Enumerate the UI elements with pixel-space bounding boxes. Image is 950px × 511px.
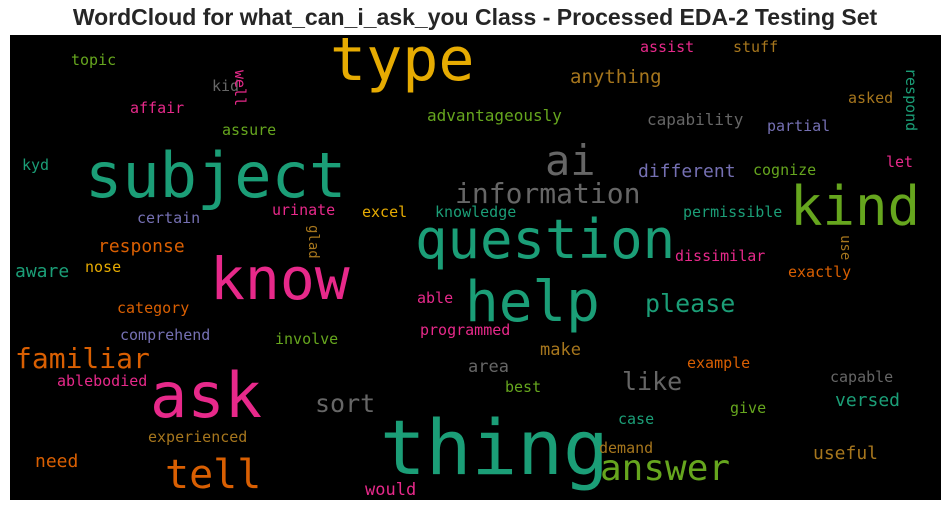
word-answer: answer <box>600 448 731 489</box>
word-topic: topic <box>71 51 117 69</box>
word-different: different <box>638 161 736 182</box>
word-exactly: exactly <box>788 263 852 281</box>
word-demand: demand <box>599 439 654 457</box>
word-help: help <box>465 270 600 335</box>
word-affair: affair <box>130 99 185 117</box>
word-cognize: cognize <box>753 161 817 179</box>
word-know: know <box>210 245 350 313</box>
word-question: question <box>415 208 676 271</box>
word-permissible: permissible <box>683 203 783 221</box>
word-use: use <box>837 235 853 261</box>
word-capable: capable <box>830 368 894 386</box>
word-familiar: familiar <box>15 342 150 375</box>
word-able: able <box>417 289 454 307</box>
word-programmed: programmed <box>420 321 511 339</box>
word-kyd: kyd <box>22 156 50 174</box>
word-best: best <box>505 378 542 396</box>
word-respond: respond <box>902 68 920 132</box>
word-aware: aware <box>15 261 70 282</box>
word-stuff: stuff <box>733 38 779 56</box>
word-advantageously: advantageously <box>427 106 562 125</box>
word-give: give <box>730 399 767 417</box>
word-thing: thing <box>380 403 609 492</box>
word-kid: kid <box>212 77 240 95</box>
word-type: type <box>330 35 475 95</box>
word-partial: partial <box>767 117 831 135</box>
chart-title: WordCloud for what_can_i_ask_you Class -… <box>72 4 878 30</box>
word-assist: assist <box>640 38 695 56</box>
word-ai: ai <box>545 136 596 185</box>
word-kind: kind <box>790 175 921 238</box>
word-make: make <box>540 340 581 360</box>
word-would: would <box>365 480 417 500</box>
word-excel: excel <box>362 203 408 221</box>
word-comprehend: comprehend <box>120 326 211 344</box>
word-dissimilar: dissimilar <box>675 247 766 265</box>
word-tell: tell <box>165 452 262 498</box>
word-useful: useful <box>813 443 879 464</box>
word-category: category <box>117 299 190 317</box>
word-anything: anything <box>570 66 662 88</box>
word-response: response <box>98 236 185 257</box>
word-example: example <box>687 354 751 372</box>
word-area: area <box>468 357 509 377</box>
word-ask: ask <box>150 359 262 432</box>
wordcloud-canvas: thing subject question ask type know kind help a… <box>10 35 941 500</box>
word-knowledge: knowledge <box>435 203 517 221</box>
word-please: please <box>645 289 736 318</box>
word-versed: versed <box>835 390 901 411</box>
word-glad: glad <box>305 225 321 259</box>
word-sort: sort <box>315 389 376 418</box>
word-certain: certain <box>137 209 201 227</box>
word-ablebodied: ablebodied <box>57 372 148 390</box>
word-urinate: urinate <box>272 201 336 219</box>
word-capability: capability <box>647 110 744 129</box>
word-let: let <box>886 153 914 171</box>
word-asked: asked <box>848 89 894 107</box>
word-subject: subject <box>85 139 347 212</box>
word-like: like <box>622 367 683 396</box>
word-involve: involve <box>275 330 339 348</box>
word-well: well <box>231 70 249 107</box>
word-case: case <box>618 410 655 428</box>
word-assure: assure <box>222 121 277 139</box>
word-experienced: experienced <box>148 428 248 446</box>
word-nose: nose <box>85 258 122 276</box>
word-need: need <box>35 451 79 472</box>
word-information: information <box>455 177 641 210</box>
